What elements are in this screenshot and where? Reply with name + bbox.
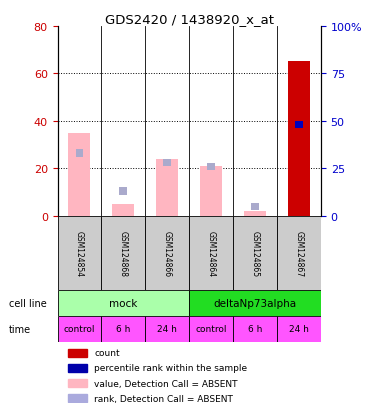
- Bar: [101, 316, 145, 342]
- Bar: [163, 159, 171, 167]
- Bar: [68, 379, 87, 387]
- Bar: [251, 203, 259, 210]
- Bar: [68, 394, 87, 402]
- Bar: [145, 316, 189, 342]
- Title: GDS2420 / 1438920_x_at: GDS2420 / 1438920_x_at: [105, 13, 274, 26]
- Text: GSM124866: GSM124866: [163, 230, 172, 276]
- Text: GSM124868: GSM124868: [119, 230, 128, 276]
- Bar: [277, 316, 321, 342]
- Text: 6 h: 6 h: [116, 325, 131, 333]
- Bar: [119, 188, 127, 195]
- Bar: [156, 159, 178, 216]
- Text: 24 h: 24 h: [157, 325, 177, 333]
- Text: GSM124854: GSM124854: [75, 230, 84, 276]
- Bar: [76, 150, 83, 157]
- Text: time: time: [9, 324, 31, 334]
- Bar: [200, 166, 222, 216]
- Bar: [295, 122, 303, 129]
- Text: rank, Detection Call = ABSENT: rank, Detection Call = ABSENT: [94, 394, 233, 403]
- Bar: [233, 316, 277, 342]
- Text: GSM124865: GSM124865: [250, 230, 260, 276]
- Bar: [145, 216, 189, 290]
- Bar: [288, 62, 310, 216]
- Text: control: control: [196, 325, 227, 333]
- Text: GSM124867: GSM124867: [295, 230, 303, 276]
- Text: count: count: [94, 348, 120, 357]
- Text: percentile rank within the sample: percentile rank within the sample: [94, 363, 247, 373]
- Bar: [207, 164, 215, 171]
- Bar: [277, 216, 321, 290]
- Bar: [189, 290, 321, 316]
- Text: cell line: cell line: [9, 298, 47, 308]
- Bar: [58, 316, 101, 342]
- Bar: [58, 216, 101, 290]
- Text: value, Detection Call = ABSENT: value, Detection Call = ABSENT: [94, 379, 238, 388]
- Text: deltaNp73alpha: deltaNp73alpha: [213, 298, 297, 308]
- Bar: [101, 216, 145, 290]
- Bar: [189, 216, 233, 290]
- Text: GSM124864: GSM124864: [207, 230, 216, 276]
- Bar: [189, 316, 233, 342]
- Bar: [233, 216, 277, 290]
- Bar: [68, 349, 87, 357]
- Bar: [68, 364, 87, 372]
- Text: control: control: [64, 325, 95, 333]
- Bar: [112, 204, 134, 216]
- Bar: [58, 290, 189, 316]
- Text: 24 h: 24 h: [289, 325, 309, 333]
- Bar: [244, 211, 266, 216]
- Text: mock: mock: [109, 298, 138, 308]
- Text: 6 h: 6 h: [248, 325, 262, 333]
- Bar: [69, 133, 91, 216]
